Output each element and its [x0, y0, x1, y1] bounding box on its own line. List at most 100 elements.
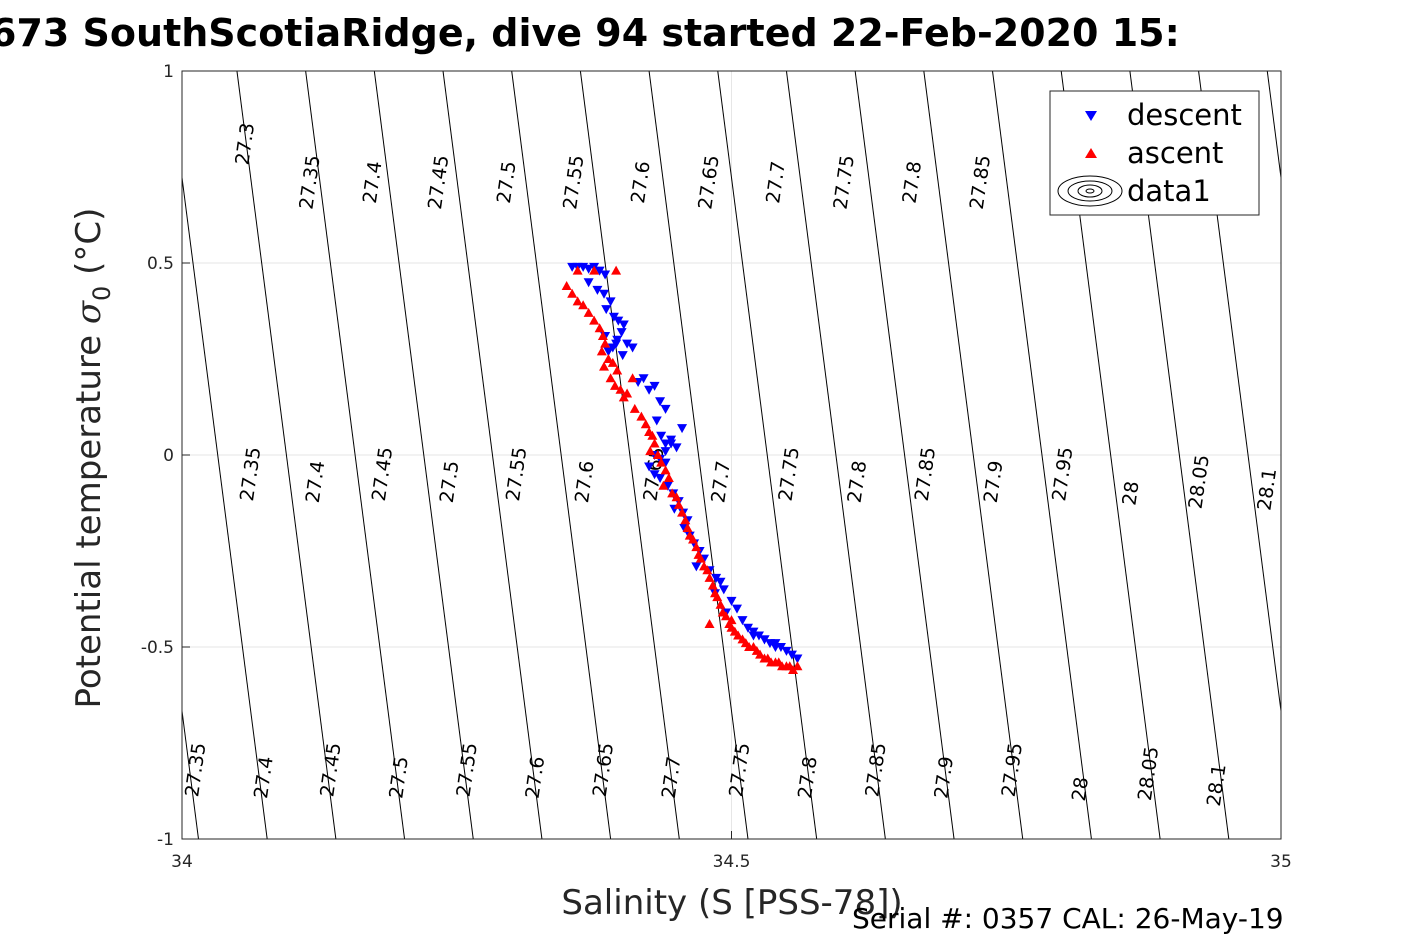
- descent-point: [601, 305, 612, 315]
- ascent-point: [589, 265, 600, 275]
- x-tick-label: 35: [1270, 852, 1292, 872]
- ascent-point: [673, 499, 684, 509]
- ascent-point: [691, 542, 702, 552]
- density-contour-line: [579, 71, 680, 839]
- descent-point: [748, 631, 759, 641]
- density-contour-line: [992, 71, 1092, 839]
- x-tick-label: 34: [171, 852, 193, 872]
- descent-point: [731, 604, 742, 614]
- descent-point: [627, 343, 638, 353]
- descent-point: [616, 328, 627, 338]
- legend-ascent-marker: [1085, 148, 1097, 158]
- ascent-point: [572, 296, 583, 306]
- descent-point: [662, 481, 673, 491]
- y-tick-label: 0.5: [147, 254, 174, 274]
- legend-descent-marker: [1085, 111, 1097, 121]
- ascent-point: [680, 515, 691, 525]
- ascent-point: [677, 507, 688, 517]
- descent-point: [600, 270, 611, 280]
- descent-point: [613, 316, 624, 326]
- ascent-point: [645, 446, 656, 456]
- ascent-point: [656, 457, 667, 467]
- y-axis-label-sub: 0: [88, 286, 116, 301]
- ascent-point: [682, 522, 693, 532]
- y-tick-label: -1: [157, 830, 174, 850]
- descent-point: [599, 289, 610, 299]
- descent-point: [618, 320, 629, 330]
- descent-point: [617, 351, 628, 361]
- ascent-point: [792, 661, 803, 671]
- x-axis-label: Salinity (S [PSS-78]): [561, 883, 902, 923]
- descent-point: [644, 462, 655, 472]
- descent-point: [592, 285, 603, 295]
- density-contour-line: [511, 71, 612, 839]
- y-axis-label-sigma: σ: [69, 300, 109, 324]
- serial-calibration-note: Serial #: 0357 CAL: 26-May-19: [852, 902, 1284, 935]
- ascent-point: [721, 611, 732, 621]
- ascent-point: [649, 438, 660, 448]
- descent-point: [583, 278, 594, 288]
- ascent-point: [600, 338, 611, 348]
- descent-point: [786, 650, 797, 660]
- density-contour-line: [854, 71, 955, 839]
- ascent-point: [615, 384, 626, 394]
- ascent-point: [572, 265, 583, 275]
- ascent-point: [605, 373, 616, 383]
- ascent-point: [589, 315, 600, 325]
- y-axis-label: Potential temperature σ0 (°C): [69, 208, 116, 709]
- ascent-point: [567, 288, 578, 298]
- descent-point: [655, 474, 666, 484]
- ascent-point: [594, 323, 605, 333]
- ascent-point: [671, 492, 682, 502]
- legend-data1-label: data1: [1127, 174, 1211, 208]
- density-contour-line: [373, 71, 474, 839]
- descent-point: [649, 381, 660, 391]
- y-tick-label: 0: [163, 446, 174, 466]
- ascent-point: [733, 630, 744, 640]
- descent-point: [666, 439, 677, 449]
- ascent-point: [702, 565, 713, 575]
- legend: descent ascent data1: [1049, 90, 1260, 216]
- data-points: [561, 262, 803, 675]
- descent-point: [781, 646, 792, 656]
- legend-box: [1049, 90, 1260, 216]
- ascent-point: [627, 373, 638, 383]
- contour-label: 28: [1068, 776, 1093, 803]
- ascent-point: [640, 419, 651, 429]
- density-contour-line: [182, 173, 268, 839]
- density-contour-line: [717, 71, 818, 839]
- ascent-point: [647, 430, 658, 440]
- ascent-point: [578, 300, 589, 310]
- density-contour-line: [648, 71, 749, 839]
- axis-ticks: 34 34.5 35 -1 -0.5 0 0.5 1: [141, 62, 1292, 872]
- density-contour-line: [923, 71, 1024, 839]
- contour-label: 28: [1118, 480, 1143, 507]
- ascent-point: [652, 450, 663, 459]
- chart-title: 673 SouthScotiaRidge, dive 94 started 22…: [0, 11, 1180, 55]
- descent-point: [715, 577, 726, 587]
- ascent-point: [607, 357, 618, 367]
- ascent-point: [658, 480, 669, 490]
- descent-point: [656, 431, 667, 441]
- ascent-point: [610, 380, 621, 390]
- descent-point: [671, 443, 682, 453]
- density-contour-line: [236, 71, 337, 839]
- descent-point: [655, 397, 666, 407]
- ascent-point: [603, 354, 614, 363]
- density-contour-line: [785, 71, 886, 839]
- ascent-point: [712, 592, 723, 602]
- descent-point: [651, 416, 662, 426]
- ascent-point: [636, 411, 647, 421]
- descent-point: [622, 339, 633, 349]
- ascent-point: [583, 307, 594, 317]
- ascent-point: [612, 365, 623, 375]
- descent-point: [770, 643, 781, 652]
- legend-ascent-label: ascent: [1127, 136, 1223, 170]
- ascent-point: [688, 534, 699, 544]
- ascent-point: [755, 649, 766, 659]
- density-contour-line: [1405, 71, 1417, 839]
- density-contour-line: [1336, 71, 1417, 839]
- descent-point: [677, 424, 688, 434]
- ascent-point: [667, 488, 678, 498]
